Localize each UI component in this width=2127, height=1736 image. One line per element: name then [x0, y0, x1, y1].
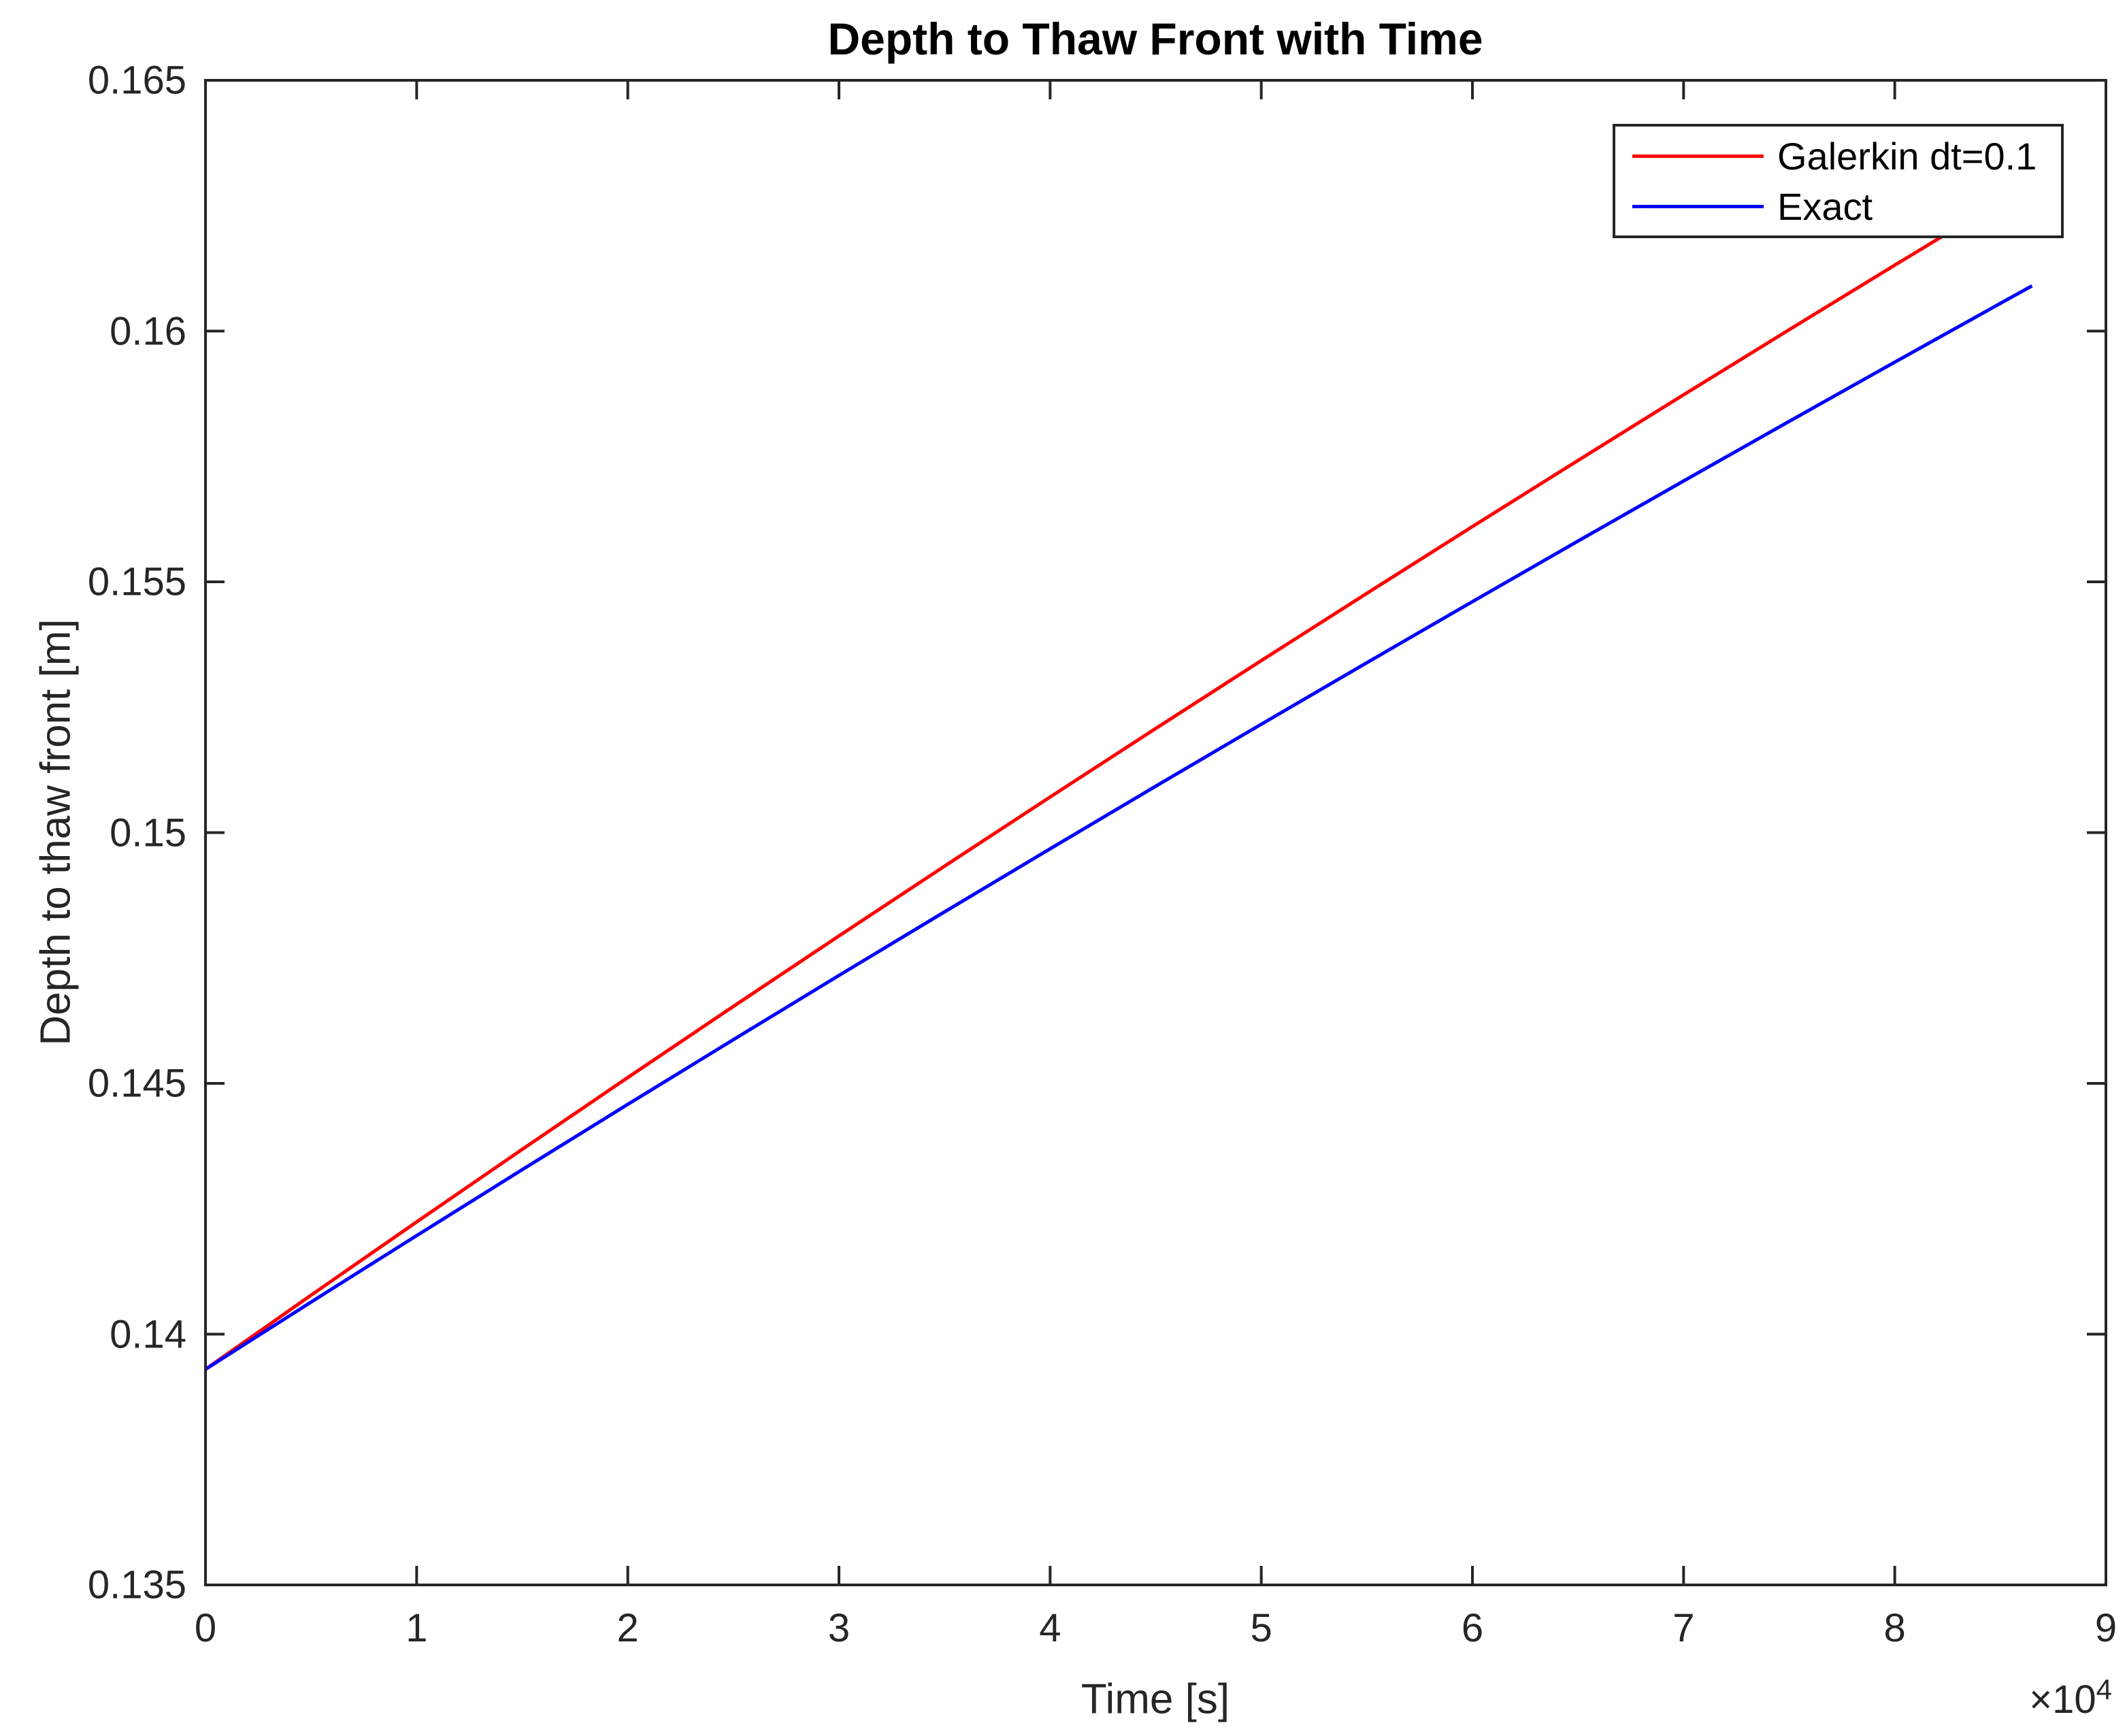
y-tick-label: 0.14: [110, 1312, 186, 1356]
x-tick-label: 9: [2094, 1606, 2117, 1650]
y-tick-label: 0.15: [110, 810, 186, 855]
legend-line-sample-red: [1632, 154, 1764, 158]
y-axis-label: Depth to thaw front [m]: [32, 619, 80, 1046]
x-axis-multiplier-exponent: 4: [2096, 1673, 2112, 1705]
x-tick-label: 3: [827, 1606, 851, 1650]
legend-line-sample-blue: [1632, 204, 1764, 208]
chart-title: Depth to Thaw Front with Time: [827, 14, 1483, 64]
y-tick-label: 0.145: [87, 1061, 186, 1106]
x-tick-label: 2: [616, 1606, 639, 1650]
legend: Galerkin dt=0.1 Exact: [1613, 124, 2064, 238]
x-tick-label: 4: [1039, 1606, 1061, 1650]
x-tick-label: 8: [1883, 1606, 1906, 1650]
y-tick-label: 0.155: [87, 559, 186, 604]
y-tick-label: 0.16: [110, 309, 186, 353]
x-tick-label: 5: [1250, 1606, 1272, 1650]
y-tick-label: 0.165: [87, 58, 186, 103]
axes-box: [204, 79, 2107, 1586]
x-tick-label: 1: [406, 1606, 428, 1650]
x-tick-label: 0: [194, 1606, 217, 1650]
legend-entry-galerkin: Galerkin dt=0.1: [1615, 131, 2061, 181]
legend-label: Exact: [1777, 184, 1873, 228]
x-tick-label: 7: [1672, 1606, 1695, 1650]
y-tick-label: 0.135: [87, 1562, 186, 1607]
x-tick-label: 6: [1461, 1606, 1484, 1650]
series-line-galerkin: [204, 180, 2033, 1371]
legend-entry-exact: Exact: [1615, 181, 2061, 231]
legend-label: Galerkin dt=0.1: [1777, 134, 2037, 178]
series-line-exact: [204, 284, 2033, 1371]
x-axis-multiplier-base: ×10: [2029, 1677, 2096, 1722]
x-axis-multiplier: ×104: [2029, 1673, 2112, 1722]
x-axis-label: Time [s]: [1081, 1675, 1230, 1723]
